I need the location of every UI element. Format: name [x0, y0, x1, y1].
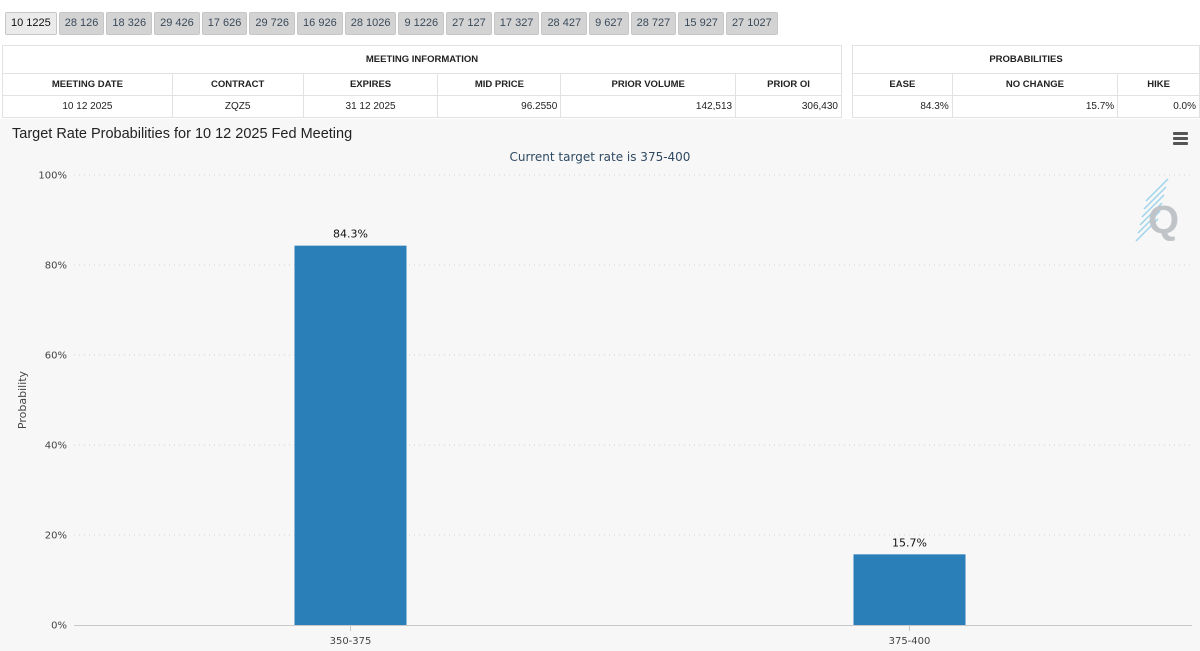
- x-tick-label-375-400: 375-400: [889, 636, 931, 647]
- chart-plot-area: 0% 20% 40% 60% 80% 100% Probability 84.3% 350-37…: [16, 171, 1192, 647]
- tab-meeting-6[interactable]: 16 926: [297, 12, 343, 35]
- tab-meeting-0[interactable]: 10 1225: [5, 12, 57, 35]
- cell-expires: 31 12 2025: [302, 95, 439, 118]
- header-hike: HIKE: [1117, 73, 1200, 96]
- cell-contract: ZQZ5: [171, 95, 304, 118]
- tab-meeting-8[interactable]: 9 1226: [398, 12, 445, 35]
- bar-350-375: [294, 245, 407, 625]
- header-no-change: NO CHANGE: [951, 73, 1119, 96]
- bar-value-label-375-400: 15.7%: [892, 536, 927, 549]
- cell-no-change: 15.7%: [951, 95, 1119, 118]
- meeting-tabs: 10 1225 28 126 18 326 29 426 17 626 29 726 16 …: [5, 12, 778, 36]
- bar-value-label-350-375: 84.3%: [333, 228, 368, 241]
- y-axis-label: Probability: [16, 370, 29, 429]
- header-ease: EASE: [852, 73, 953, 96]
- tab-meeting-9[interactable]: 27 127: [446, 12, 492, 35]
- target-rate-chart: Target Rate Probabilities for 10 12 2025…: [0, 119, 1200, 651]
- tab-meeting-3[interactable]: 29 426: [154, 12, 200, 35]
- tab-meeting-13[interactable]: 28 727: [630, 12, 677, 35]
- meeting-information-title: MEETING INFORMATION: [2, 45, 842, 74]
- tab-meeting-4[interactable]: 17 626: [201, 12, 248, 35]
- tab-meeting-10[interactable]: 17 327: [493, 12, 540, 35]
- tab-meeting-15[interactable]: 27 1027: [725, 12, 778, 35]
- svg-text:Q: Q: [1148, 198, 1179, 242]
- cell-hike: 0.0%: [1117, 95, 1200, 118]
- tab-meeting-11[interactable]: 28 427: [541, 12, 588, 35]
- y-tick-label-20: 20%: [45, 531, 67, 542]
- header-prior-volume: PRIOR VOLUME: [560, 73, 737, 96]
- chart-menu-icon[interactable]: [1173, 132, 1188, 145]
- tab-meeting-1[interactable]: 28 126: [58, 12, 105, 35]
- probabilities-table: PROBABILITIES EASE NO CHANGE HIKE 84.3% …: [852, 45, 1200, 118]
- header-prior-oi: PRIOR OI: [735, 73, 842, 96]
- probabilities-title: PROBABILITIES: [852, 45, 1200, 74]
- meeting-information-table: MEETING INFORMATION MEETING DATE CONTRAC…: [2, 45, 842, 118]
- header-mid-price: MID PRICE: [437, 73, 562, 96]
- x-tick-label-350-375: 350-375: [330, 636, 372, 647]
- cell-mid-price: 96.2550: [437, 95, 562, 118]
- header-meeting-date: MEETING DATE: [2, 73, 173, 96]
- tab-meeting-7[interactable]: 28 1026: [344, 12, 397, 35]
- cell-prior-volume: 142,513: [560, 95, 737, 118]
- header-expires: EXPIRES: [302, 73, 439, 96]
- bar-375-400: [853, 554, 966, 625]
- cell-meeting-date: 10 12 2025: [2, 95, 173, 118]
- tab-meeting-5[interactable]: 29 726: [249, 12, 296, 35]
- header-contract: CONTRACT: [171, 73, 304, 96]
- cell-ease: 84.3%: [852, 95, 953, 118]
- chart-title: Target Rate Probabilities for 10 12 2025…: [12, 126, 353, 142]
- cell-prior-oi: 306,430: [735, 95, 842, 118]
- tab-meeting-12[interactable]: 9 627: [589, 12, 629, 35]
- tab-meeting-2[interactable]: 18 326: [106, 12, 153, 35]
- q-logo-icon: Q: [1135, 178, 1179, 242]
- tab-meeting-14[interactable]: 15 927: [678, 12, 724, 35]
- y-tick-label-0: 0%: [51, 621, 67, 632]
- y-tick-label-40: 40%: [45, 441, 67, 452]
- y-tick-label-80: 80%: [45, 261, 67, 272]
- y-tick-label-100: 100%: [38, 171, 67, 182]
- y-tick-label-60: 60%: [45, 351, 67, 362]
- chart-subtitle: Current target rate is 375-400: [509, 150, 691, 164]
